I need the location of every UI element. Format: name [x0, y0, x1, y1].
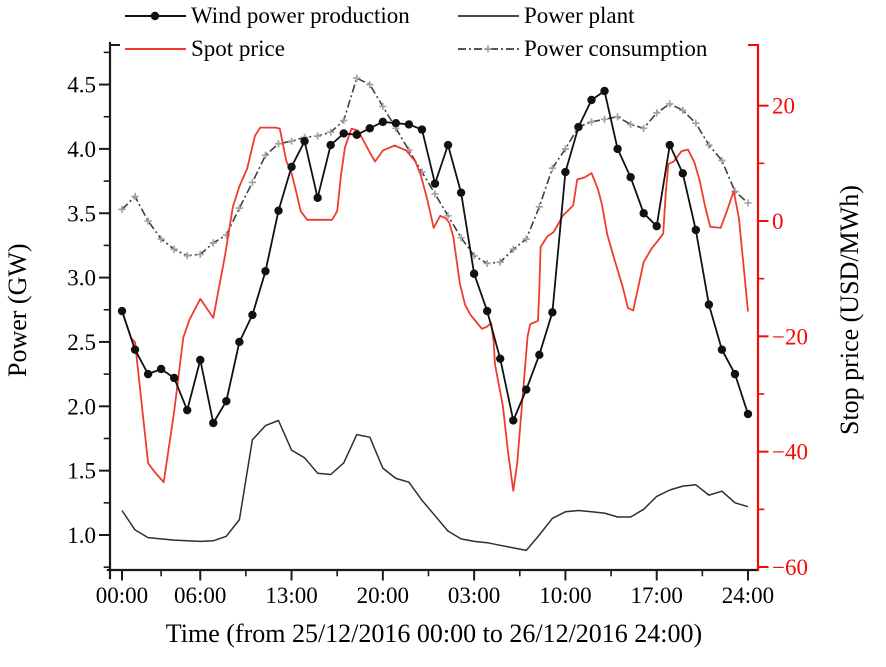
svg-text:17:00: 17:00	[631, 583, 683, 608]
legend-item-wind-power-production: Wind power production	[124, 2, 410, 30]
legend-label-spot-price: Spot price	[191, 36, 285, 61]
svg-text:03:00: 03:00	[448, 583, 500, 608]
legend-label-power-consumption: Power consumption	[524, 36, 708, 61]
svg-text:13:00: 13:00	[265, 583, 317, 608]
svg-text:−60: −60	[772, 555, 808, 580]
svg-text:20:00: 20:00	[357, 583, 409, 608]
svg-text:10:00: 10:00	[539, 583, 591, 608]
svg-text:1.5: 1.5	[67, 459, 96, 484]
svg-text:3.5: 3.5	[67, 201, 96, 226]
svg-text:0: 0	[772, 209, 784, 234]
svg-text:4.0: 4.0	[67, 137, 96, 162]
legend-sample-wind	[125, 11, 186, 21]
svg-text:20: 20	[772, 94, 795, 119]
svg-text:24:00: 24:00	[722, 583, 774, 608]
legend-item-power-consumption: Power consumption	[457, 35, 707, 63]
legend-sample-power-consumption	[458, 45, 519, 53]
svg-text:−20: −20	[772, 324, 808, 349]
svg-text:06:00: 06:00	[174, 583, 226, 608]
svg-text:2.0: 2.0	[67, 394, 96, 419]
legend-sample-power-plant	[458, 15, 519, 17]
legend-label-wind-power-production: Wind power production	[191, 3, 410, 28]
svg-text:2.5: 2.5	[67, 330, 96, 355]
legend-item-spot-price: Spot price	[124, 35, 285, 63]
svg-text:4.5: 4.5	[67, 73, 96, 98]
legend-label-power-plant: Power plant	[524, 3, 635, 28]
svg-text:3.0: 3.0	[67, 266, 96, 291]
x-axis-title: Time (from 25/12/2016 00:00 to 26/12/201…	[165, 619, 703, 648]
left-axis-title: Power (GW)	[3, 243, 32, 377]
legend-sample-spot-price	[125, 48, 186, 50]
svg-text:00:00: 00:00	[96, 583, 148, 608]
right-axis-title: Stop price (USD/MWh)	[835, 185, 864, 435]
svg-text:1.0: 1.0	[67, 523, 96, 548]
svg-text:−40: −40	[772, 440, 808, 465]
legend-item-power-plant: Power plant	[457, 2, 635, 30]
